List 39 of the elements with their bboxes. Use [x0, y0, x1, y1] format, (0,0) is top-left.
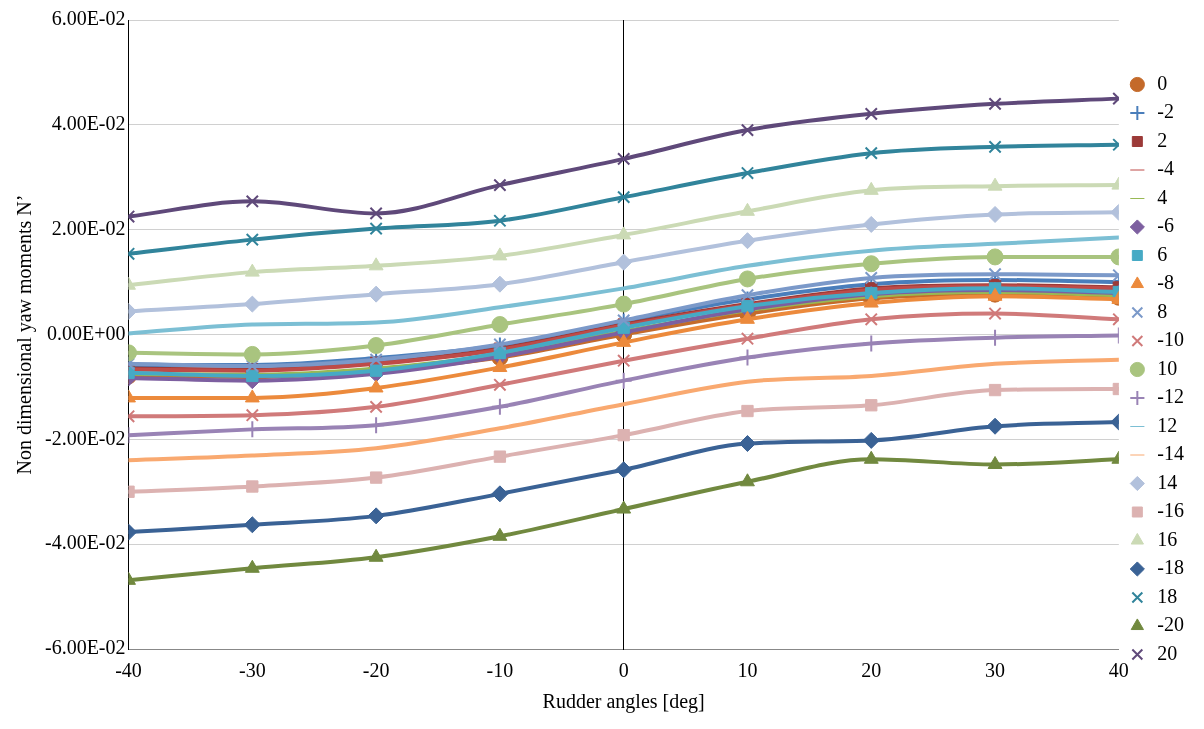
legend-label: 4	[1157, 185, 1168, 208]
legend-label: 6	[1157, 242, 1168, 265]
legend-label: 20	[1157, 641, 1178, 664]
legend-label: -14	[1157, 442, 1185, 465]
x-tick-label: -20	[362, 659, 390, 682]
legend-label: -10	[1157, 328, 1185, 351]
y-tick-label: -4.00E-02	[44, 531, 126, 554]
y-tick-label: -2.00E-02	[44, 426, 126, 449]
y-tick-label: 0.00E+00	[47, 321, 126, 344]
legend-label: -12	[1157, 385, 1185, 408]
legend-label: -6	[1157, 214, 1175, 237]
legend-label: -16	[1157, 499, 1185, 522]
legend-label: 8	[1157, 299, 1168, 322]
legend-label: -4	[1157, 157, 1175, 180]
y-tick-label: -6.00E-02	[44, 636, 126, 659]
x-tick-label: 40	[1108, 659, 1129, 682]
legend-label: 10	[1157, 356, 1178, 379]
y-tick-label: 6.00E-02	[51, 7, 126, 30]
legend-label: 12	[1157, 413, 1178, 436]
y-axis-title: Non dimensional yaw moments N’	[13, 194, 37, 475]
legend-label: -18	[1157, 556, 1185, 579]
legend-label: 14	[1157, 470, 1178, 493]
x-tick-label: -10	[486, 659, 514, 682]
x-tick-label: 10	[737, 659, 758, 682]
legend-label: 18	[1157, 584, 1178, 607]
x-tick-label: 0	[618, 659, 629, 682]
legend-label: 16	[1157, 527, 1178, 550]
x-axis-title: Rudder angles [deg]	[542, 690, 705, 714]
y-tick-label: 4.00E-02	[51, 112, 126, 135]
legend-label: 2	[1157, 128, 1168, 151]
legend-label: -2	[1157, 100, 1175, 123]
y-tick-label: 2.00E-02	[51, 216, 126, 239]
legend-label: -20	[1157, 613, 1185, 636]
legend-label: 0	[1157, 71, 1168, 94]
x-tick-label: -30	[238, 659, 266, 682]
x-tick-label: -40	[115, 659, 142, 682]
x-tick-label: 20	[861, 659, 882, 682]
x-tick-label: 30	[985, 659, 1006, 682]
legend-label: -8	[1157, 271, 1175, 294]
